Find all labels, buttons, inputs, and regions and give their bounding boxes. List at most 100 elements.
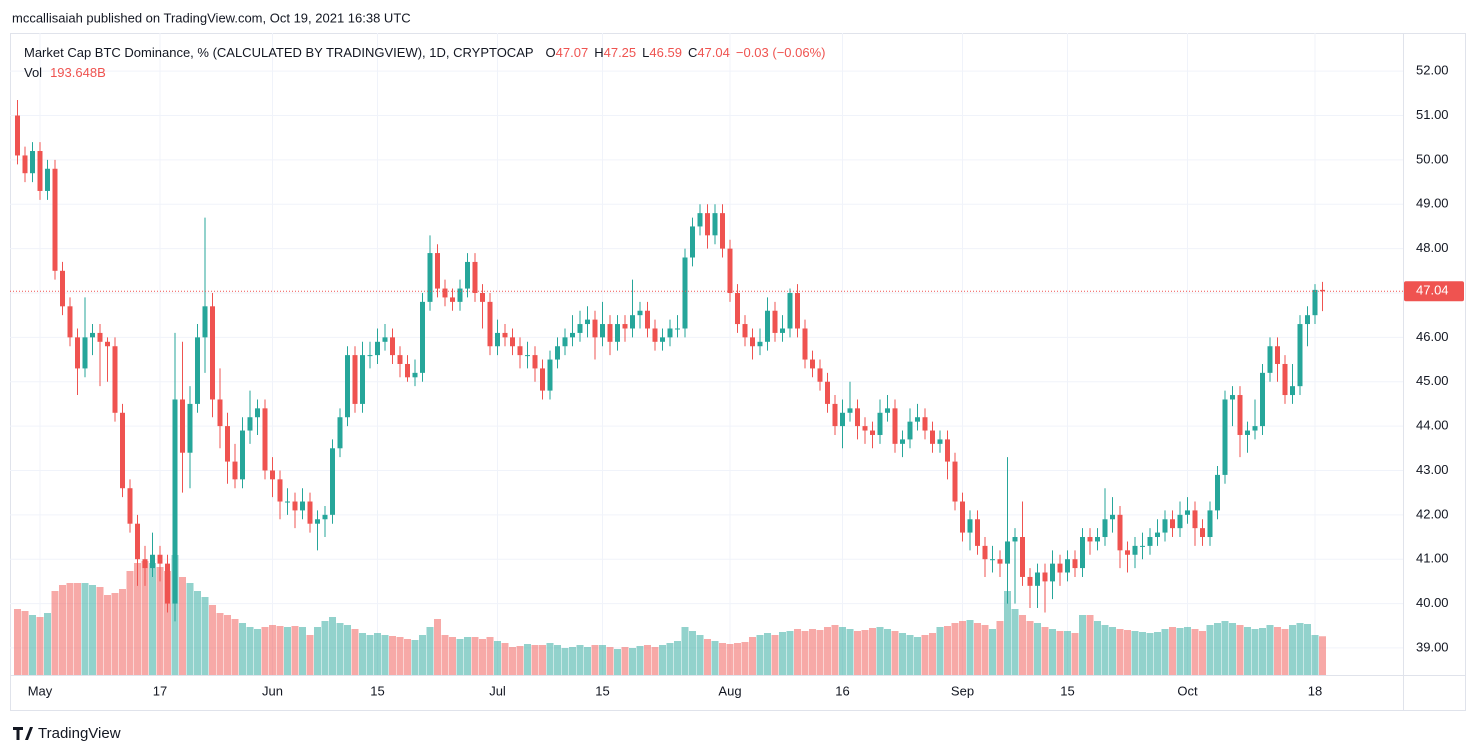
- volume-bar: [959, 621, 966, 675]
- volume-bar: [606, 647, 614, 675]
- candle-body: [750, 337, 755, 347]
- candle-body: [127, 488, 133, 524]
- x-tick-label: 17: [153, 683, 167, 698]
- y-tick-label: 49.00: [1416, 196, 1449, 211]
- candle-body: [555, 346, 560, 360]
- volume-bar: [381, 635, 389, 675]
- candle-body: [22, 155, 28, 174]
- candle-body: [1102, 519, 1108, 538]
- candle-body: [1110, 514, 1115, 520]
- volume-bar: [1071, 633, 1079, 675]
- y-tick-label: 40.00: [1416, 595, 1449, 610]
- candle-body: [1200, 528, 1205, 538]
- grid: [10, 33, 1403, 675]
- volume-bar: [531, 645, 539, 675]
- volume-bar: [449, 637, 456, 675]
- volume-bar: [846, 629, 854, 675]
- candle-body: [780, 328, 785, 333]
- candle-body: [667, 328, 673, 338]
- volume-bar: [1011, 609, 1019, 675]
- candle-body: [592, 319, 598, 338]
- volume-bar: [1034, 623, 1041, 675]
- candle-body: [615, 324, 620, 342]
- volume-legend: Vol 193.648B: [24, 65, 106, 80]
- candle-body: [52, 168, 58, 271]
- candle-body: [1162, 519, 1168, 533]
- candle-body: [877, 412, 883, 435]
- volume-bar: [914, 637, 921, 675]
- candle-body: [825, 381, 830, 404]
- volume-bar: [1064, 631, 1071, 675]
- candle-body: [660, 337, 665, 342]
- candle-body: [802, 328, 808, 360]
- candle-body: [570, 332, 575, 338]
- volume-bar: [539, 645, 546, 675]
- candle-body: [37, 151, 43, 191]
- legend: Market Cap BTC Dominance, % (CALCULATED …: [24, 45, 826, 60]
- volume-bar: [996, 621, 1004, 675]
- candle-body: [1215, 474, 1220, 511]
- candle-body: [1177, 514, 1183, 529]
- candle-body: [1072, 559, 1078, 569]
- volume-bar: [1304, 624, 1311, 675]
- volume-bar: [644, 645, 651, 675]
- candle-body: [90, 332, 95, 338]
- volume-bar: [1296, 623, 1304, 675]
- volume-bar: [1259, 628, 1266, 675]
- volume-bar: [1154, 632, 1161, 675]
- volume-bar: [861, 630, 869, 675]
- legend-key: C: [688, 45, 697, 60]
- candle-body: [540, 368, 545, 391]
- x-tick-label: 16: [835, 683, 849, 698]
- volume-bar: [126, 571, 134, 675]
- candle-body: [952, 461, 958, 502]
- legend-value: 46.59: [649, 45, 682, 60]
- candle-body: [240, 430, 245, 480]
- volume-bar: [1004, 591, 1011, 675]
- volume-bar: [951, 623, 959, 675]
- volume-bar: [1214, 623, 1221, 675]
- candle-body: [352, 355, 358, 404]
- candle-body: [315, 519, 320, 524]
- x-tick-label: 15: [595, 683, 609, 698]
- candle-body: [472, 261, 478, 293]
- candle-body: [787, 292, 793, 329]
- volume-bar: [659, 645, 666, 675]
- candle-body: [45, 168, 50, 191]
- candle-body: [262, 408, 268, 471]
- candle-body: [607, 324, 613, 342]
- volume-bar: [276, 626, 284, 675]
- volume-bar: [764, 633, 771, 675]
- overlay: 39.00 40.00 41.00 42.00 43.00 44.00 45.00 46.00…: [10, 63, 1464, 698]
- candle-body: [255, 408, 260, 418]
- volume-bar: [1244, 627, 1251, 675]
- candle-body: [1192, 510, 1198, 529]
- candle-body: [795, 292, 800, 329]
- volume-bar: [966, 620, 974, 675]
- candle-body: [1132, 545, 1138, 555]
- candle-body: [967, 519, 973, 533]
- candle-body: [1267, 346, 1273, 373]
- candle-body: [577, 324, 583, 333]
- candle-body: [1207, 510, 1213, 538]
- volume-bar: [561, 648, 569, 675]
- legend-key: O: [546, 45, 556, 60]
- volume-bar: [344, 625, 351, 675]
- volume-bar: [1169, 627, 1176, 675]
- legend-change: −0.03 (−0.06%): [736, 45, 826, 60]
- y-tick-label: 51.00: [1416, 107, 1449, 122]
- footer-brand: TradingView: [38, 725, 121, 742]
- candle-body: [907, 421, 913, 440]
- y-tick-label: 45.00: [1416, 373, 1449, 388]
- logo-icon: [13, 727, 33, 740]
- candle-body: [1005, 541, 1010, 564]
- legend-title: Market Cap BTC Dominance, % (CALCULATED …: [24, 45, 534, 60]
- candle-body: [682, 257, 688, 329]
- y-tick-label: 44.00: [1416, 418, 1449, 433]
- y-tick-label: 46.00: [1416, 329, 1449, 344]
- volume-bar: [591, 645, 599, 675]
- logo: TradingView: [13, 725, 121, 742]
- volume-bar: [81, 583, 89, 675]
- volume-bar: [486, 637, 494, 675]
- volume-bar: [1041, 627, 1049, 675]
